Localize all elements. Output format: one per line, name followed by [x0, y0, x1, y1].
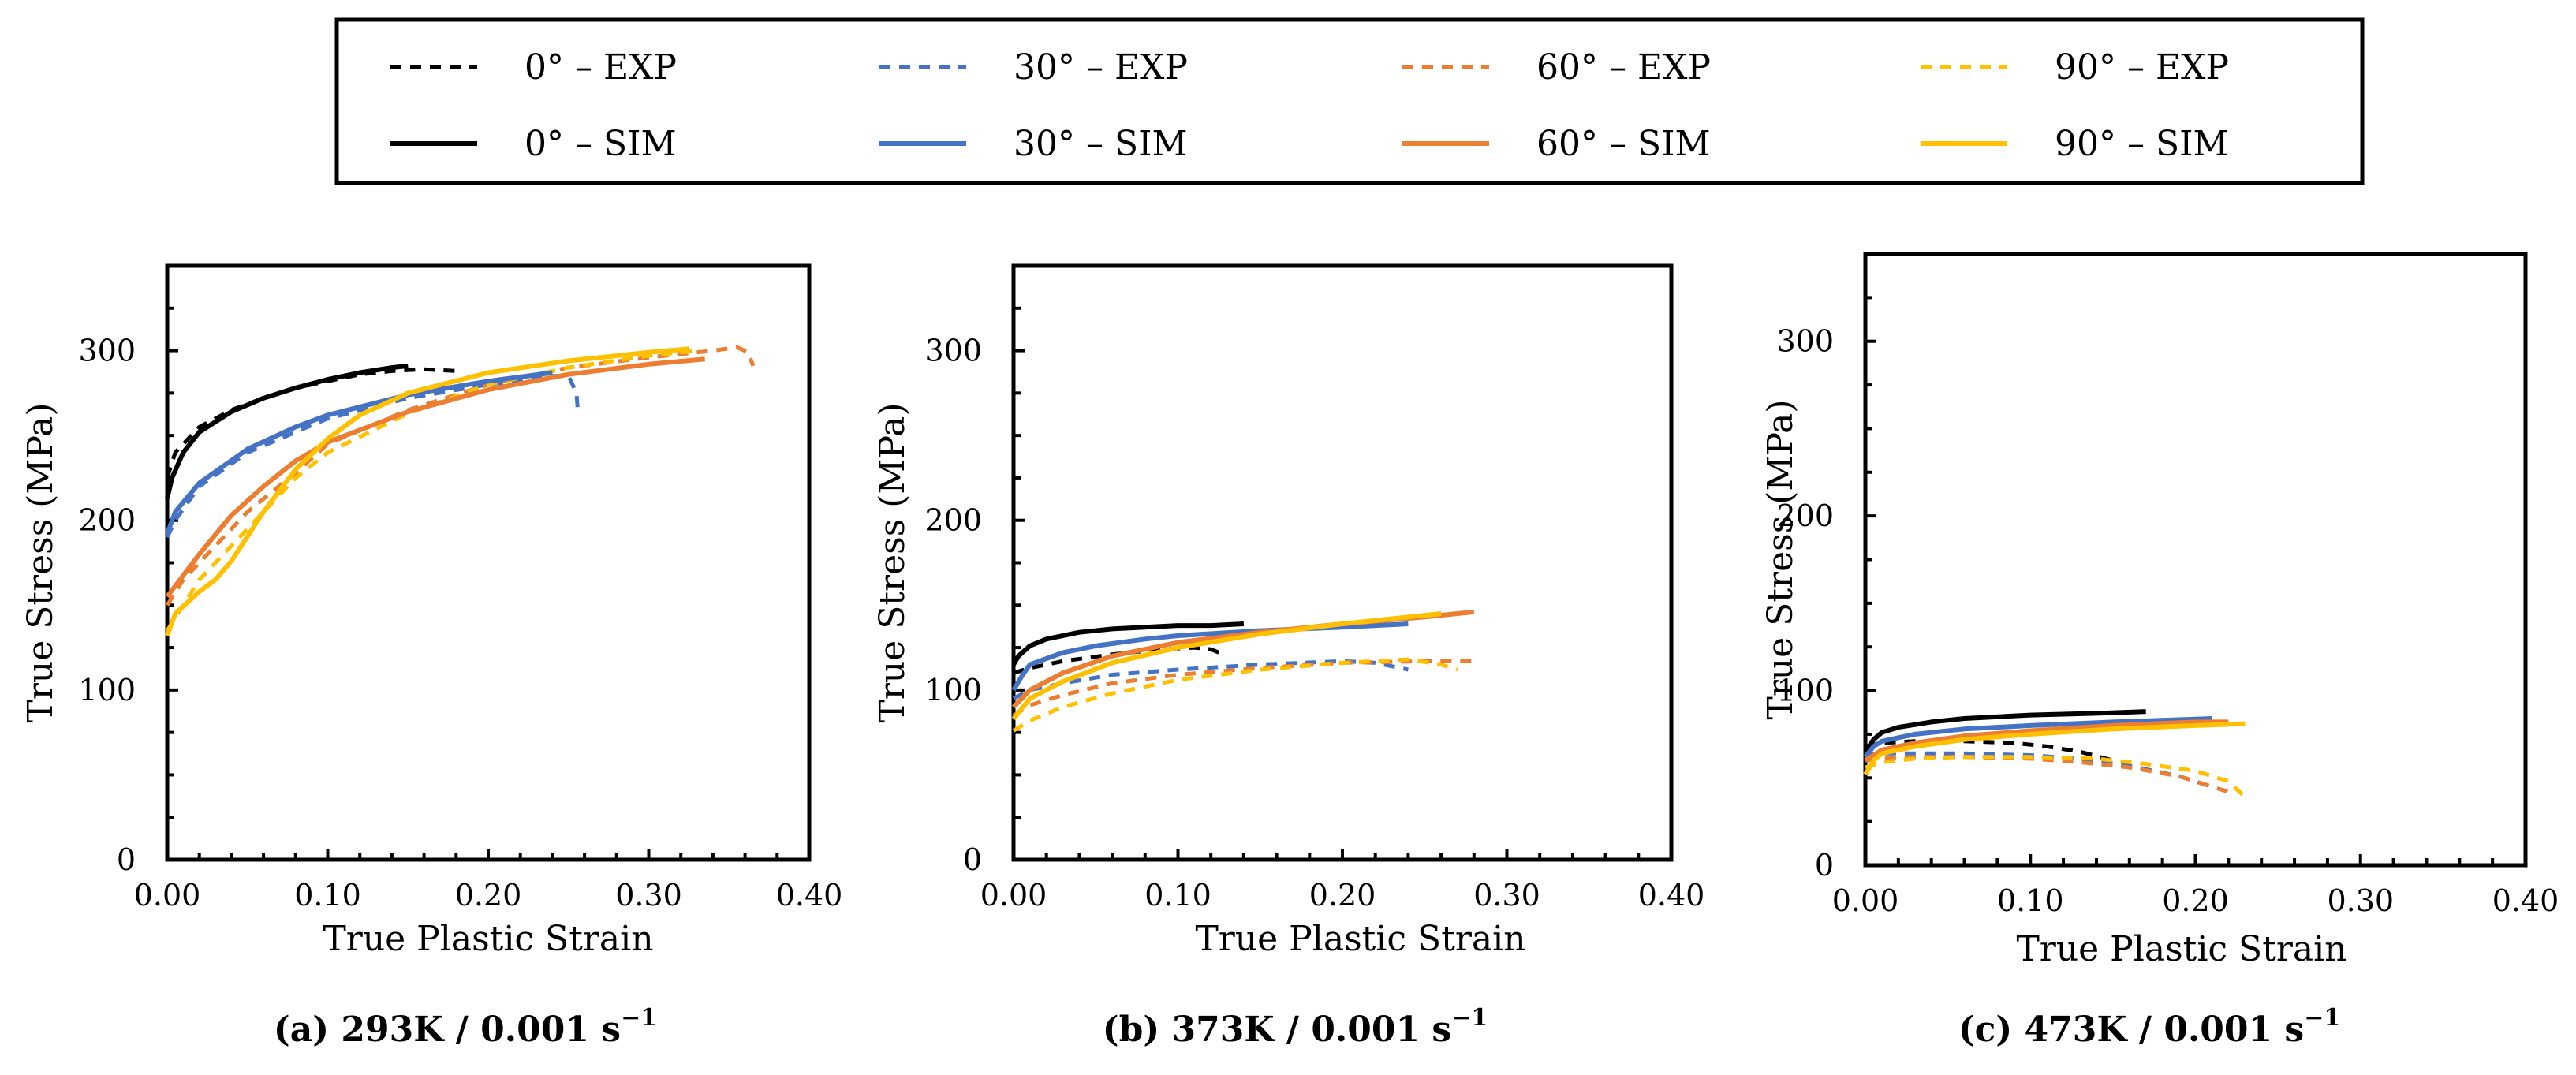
x-axis-label: True Plastic Strain [1195, 919, 1525, 959]
panel-caption-exponent: −1 [1451, 1004, 1488, 1032]
y-tick-label: 100 [924, 673, 982, 707]
series-line-60-exp [1865, 755, 2230, 794]
plot-frame [1011, 263, 1674, 862]
x-tick-label: 0.20 [455, 878, 522, 913]
chart-panel-a: 0 100 200 300 0.00 0.10 0.20 0.30 0.40 True Plast… [21, 263, 843, 1050]
series-line-30-exp [165, 374, 581, 539]
x-tick-label: 0.20 [1309, 878, 1376, 913]
series-line-30-sim [1863, 716, 2212, 759]
legend-item: 90° – EXP [1921, 47, 2229, 88]
series-line-0-sim [1863, 709, 2146, 753]
y-tick-label: 200 [924, 503, 982, 538]
y-tick-label: 0 [117, 842, 136, 877]
legend-box [334, 17, 2365, 185]
legend-label: 30° – EXP [1014, 47, 1188, 88]
legend-label: 30° – SIM [1014, 124, 1188, 164]
x-tick-label: 0.40 [2492, 883, 2559, 918]
x-tick-label: 0.20 [2162, 883, 2229, 918]
x-tick-label: 0.40 [776, 878, 843, 913]
x-axis-label: True Plastic Strain [2016, 929, 2346, 969]
y-tick-label: 200 [78, 503, 136, 538]
series-line-0-sim [1011, 621, 1245, 666]
plot-frame [1863, 252, 2528, 868]
legend-label: 0° – SIM [525, 124, 677, 164]
series-line-30-exp [1012, 659, 1409, 700]
panel-caption: (b) 373K / 0.001 s−1 [1103, 1004, 1488, 1050]
x-tick-label: 0.30 [615, 878, 682, 913]
series-line-90-exp [1865, 755, 2247, 799]
panel-caption-exponent: −1 [2304, 1004, 2340, 1032]
legend: 0° – EXP 30° – EXP 60° – EXP 90° – EXP 0° – … [334, 17, 2365, 185]
series-line-0-exp [1865, 739, 2114, 763]
legend-item: 0° – EXP [390, 47, 677, 88]
x-tick-label: 0.00 [980, 878, 1047, 913]
legend-item: 30° – EXP [879, 47, 1188, 88]
legend-label: 60° – EXP [1536, 47, 1711, 88]
x-tick-label: 0.40 [1638, 878, 1705, 913]
panel-caption-text: (a) 293K / 0.001 s [274, 1010, 621, 1050]
legend-label: 60° – SIM [1536, 124, 1711, 164]
legend-item: 0° – SIM [390, 124, 677, 164]
y-tick-label: 300 [1776, 324, 1834, 359]
series-line-60-sim [1864, 719, 2229, 763]
panel-caption-text: (b) 373K / 0.001 s [1103, 1010, 1451, 1050]
series-line-90-sim [1011, 611, 1442, 721]
series-line-90-exp [165, 349, 697, 632]
x-tick-label: 0.30 [2327, 883, 2394, 918]
series-line-90-exp [1012, 657, 1458, 733]
y-tick-label: 0 [963, 842, 982, 877]
y-tick-label: 0 [1815, 848, 1834, 883]
legend-item: 60° – SIM [1402, 124, 1711, 164]
legend-item: 30° – SIM [879, 124, 1188, 164]
x-tick-label: 0.10 [1997, 883, 2064, 918]
legend-item: 90° – SIM [1921, 124, 2229, 164]
y-tick-label: 300 [78, 334, 136, 368]
series-line-60-exp [165, 345, 756, 607]
series-line-90-sim [1863, 721, 2246, 776]
legend-label: 0° – EXP [525, 47, 677, 88]
series-line-0-sim [165, 363, 409, 499]
legend-label: 90° – EXP [2055, 47, 2229, 88]
y-tick-label: 200 [1776, 498, 1834, 533]
series-line-60-sim [165, 356, 705, 599]
x-tick-label: 0.30 [1473, 878, 1540, 913]
legend-label: 90° – SIM [2055, 124, 2229, 164]
legend-item: 60° – EXP [1402, 47, 1711, 88]
series-line-90-sim [165, 346, 689, 637]
series-line-30-sim [165, 370, 553, 535]
x-axis-label: True Plastic Strain [323, 919, 653, 959]
y-tick-label: 300 [924, 334, 982, 368]
x-tick-label: 0.10 [1144, 878, 1211, 913]
y-axis-label: True Stress (MPa) [1760, 399, 1801, 719]
chart-panel-b: 0 100 200 300 0.00 0.10 0.20 0.30 0.40 True Plast… [872, 263, 1705, 1050]
panel-caption: (a) 293K / 0.001 s−1 [274, 1004, 657, 1050]
y-axis-label: True Stress (MPa) [21, 402, 61, 722]
series-line-30-exp [1865, 751, 2213, 789]
y-tick-label: 100 [78, 673, 136, 707]
plot-frame [165, 263, 812, 862]
y-axis-label: True Stress (MPa) [872, 402, 913, 722]
panel-caption-text: (c) 473K / 0.001 s [1958, 1010, 2304, 1050]
y-tick-label: 100 [1776, 674, 1834, 708]
panel-caption-exponent: −1 [621, 1004, 657, 1032]
chart-panel-c: 0 100 200 300 0.00 0.10 0.20 0.30 0.40 True Plast… [1760, 252, 2559, 1050]
x-tick-label: 0.00 [1832, 883, 1899, 918]
panel-caption: (c) 473K / 0.001 s−1 [1958, 1004, 2340, 1050]
x-tick-label: 0.10 [294, 878, 361, 913]
x-tick-label: 0.00 [134, 878, 201, 913]
